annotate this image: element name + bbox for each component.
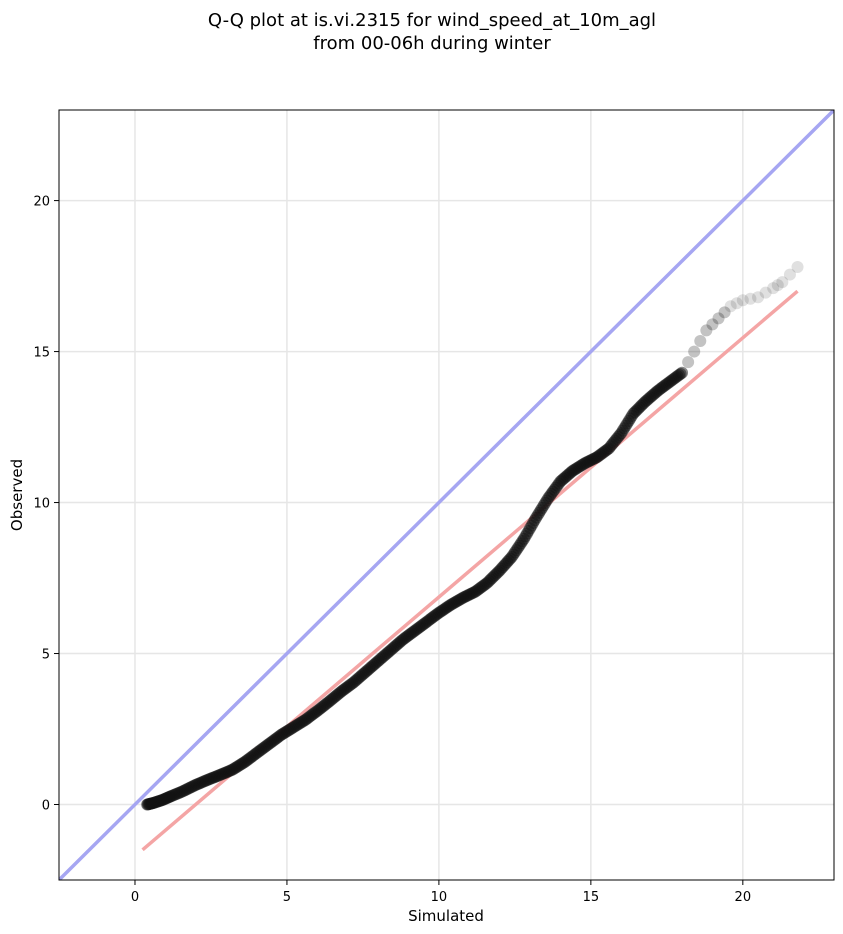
quantile-point	[730, 297, 743, 310]
quantile-point	[783, 268, 796, 281]
quantile-point	[688, 345, 701, 358]
quantile-point	[771, 279, 784, 292]
identity-line	[59, 110, 834, 880]
quantile-point	[752, 291, 765, 304]
chart-title-line-2: from 00-06h during winter	[313, 33, 551, 54]
x-tick-label-3: 15	[583, 890, 600, 905]
x-axis-label: Simulated	[408, 907, 484, 925]
quantile-point	[724, 300, 737, 313]
x-tick-label-1: 5	[283, 890, 291, 905]
quantile-point	[718, 306, 731, 319]
quantile-point	[706, 318, 719, 331]
plot-frame	[58, 109, 835, 881]
quantile-point	[776, 276, 789, 289]
y-tick-label-3: 15	[33, 346, 50, 361]
grid-lines	[59, 110, 834, 880]
quantile-point	[736, 294, 749, 307]
quantile-point	[700, 324, 713, 337]
quantile-point	[676, 366, 689, 379]
quantile-point	[744, 292, 757, 305]
y-tick-label-0: 0	[42, 799, 50, 814]
x-tick-label-0: 0	[131, 890, 139, 905]
quantile-point	[682, 356, 695, 369]
y-tick-label-1: 5	[42, 648, 50, 663]
y-axis-ticks: 0 5 10 15 20	[33, 195, 59, 814]
quantile-point	[712, 312, 725, 325]
x-axis-ticks: 0 5 10 15 20	[131, 880, 751, 905]
quantile-point	[791, 261, 804, 274]
plot-area	[59, 110, 834, 880]
y-tick-label-2: 10	[33, 497, 50, 512]
y-tick-label-4: 20	[33, 195, 50, 210]
quantile-point	[767, 282, 780, 295]
quantile-point	[759, 286, 772, 299]
quantile-points	[141, 261, 804, 811]
y-axis-label: Observed	[8, 459, 26, 531]
x-tick-label-2: 10	[431, 890, 448, 905]
quantile-point	[694, 335, 707, 347]
x-tick-label-4: 20	[735, 890, 752, 905]
chart-title-line-1: Q-Q plot at is.vi.2315 for wind_speed_at…	[208, 10, 656, 31]
